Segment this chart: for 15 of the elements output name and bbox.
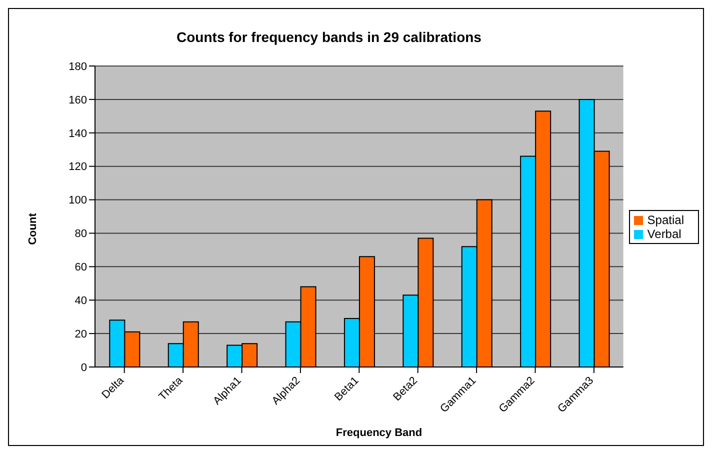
y-tick-label: 180 xyxy=(68,60,87,73)
y-tick-label: 80 xyxy=(74,228,87,240)
legend-label: Spatial xyxy=(647,213,684,227)
y-tick-label: 20 xyxy=(74,328,87,340)
legend-label: Verbal xyxy=(647,227,682,241)
chart-title: Counts for frequency bands in 29 calibrations xyxy=(176,29,482,45)
y-tick-label: 40 xyxy=(74,295,87,308)
y-axis-title: Count xyxy=(27,213,39,245)
y-tick-label: 100 xyxy=(68,194,87,207)
y-tick-label: 0 xyxy=(80,362,87,374)
y-tick-label: 140 xyxy=(68,128,87,140)
x-axis-title: Frequency Band xyxy=(334,427,424,439)
y-tick-label: 160 xyxy=(68,94,87,106)
y-tick-label: 120 xyxy=(68,161,87,174)
y-tick-label: 60 xyxy=(74,262,87,274)
